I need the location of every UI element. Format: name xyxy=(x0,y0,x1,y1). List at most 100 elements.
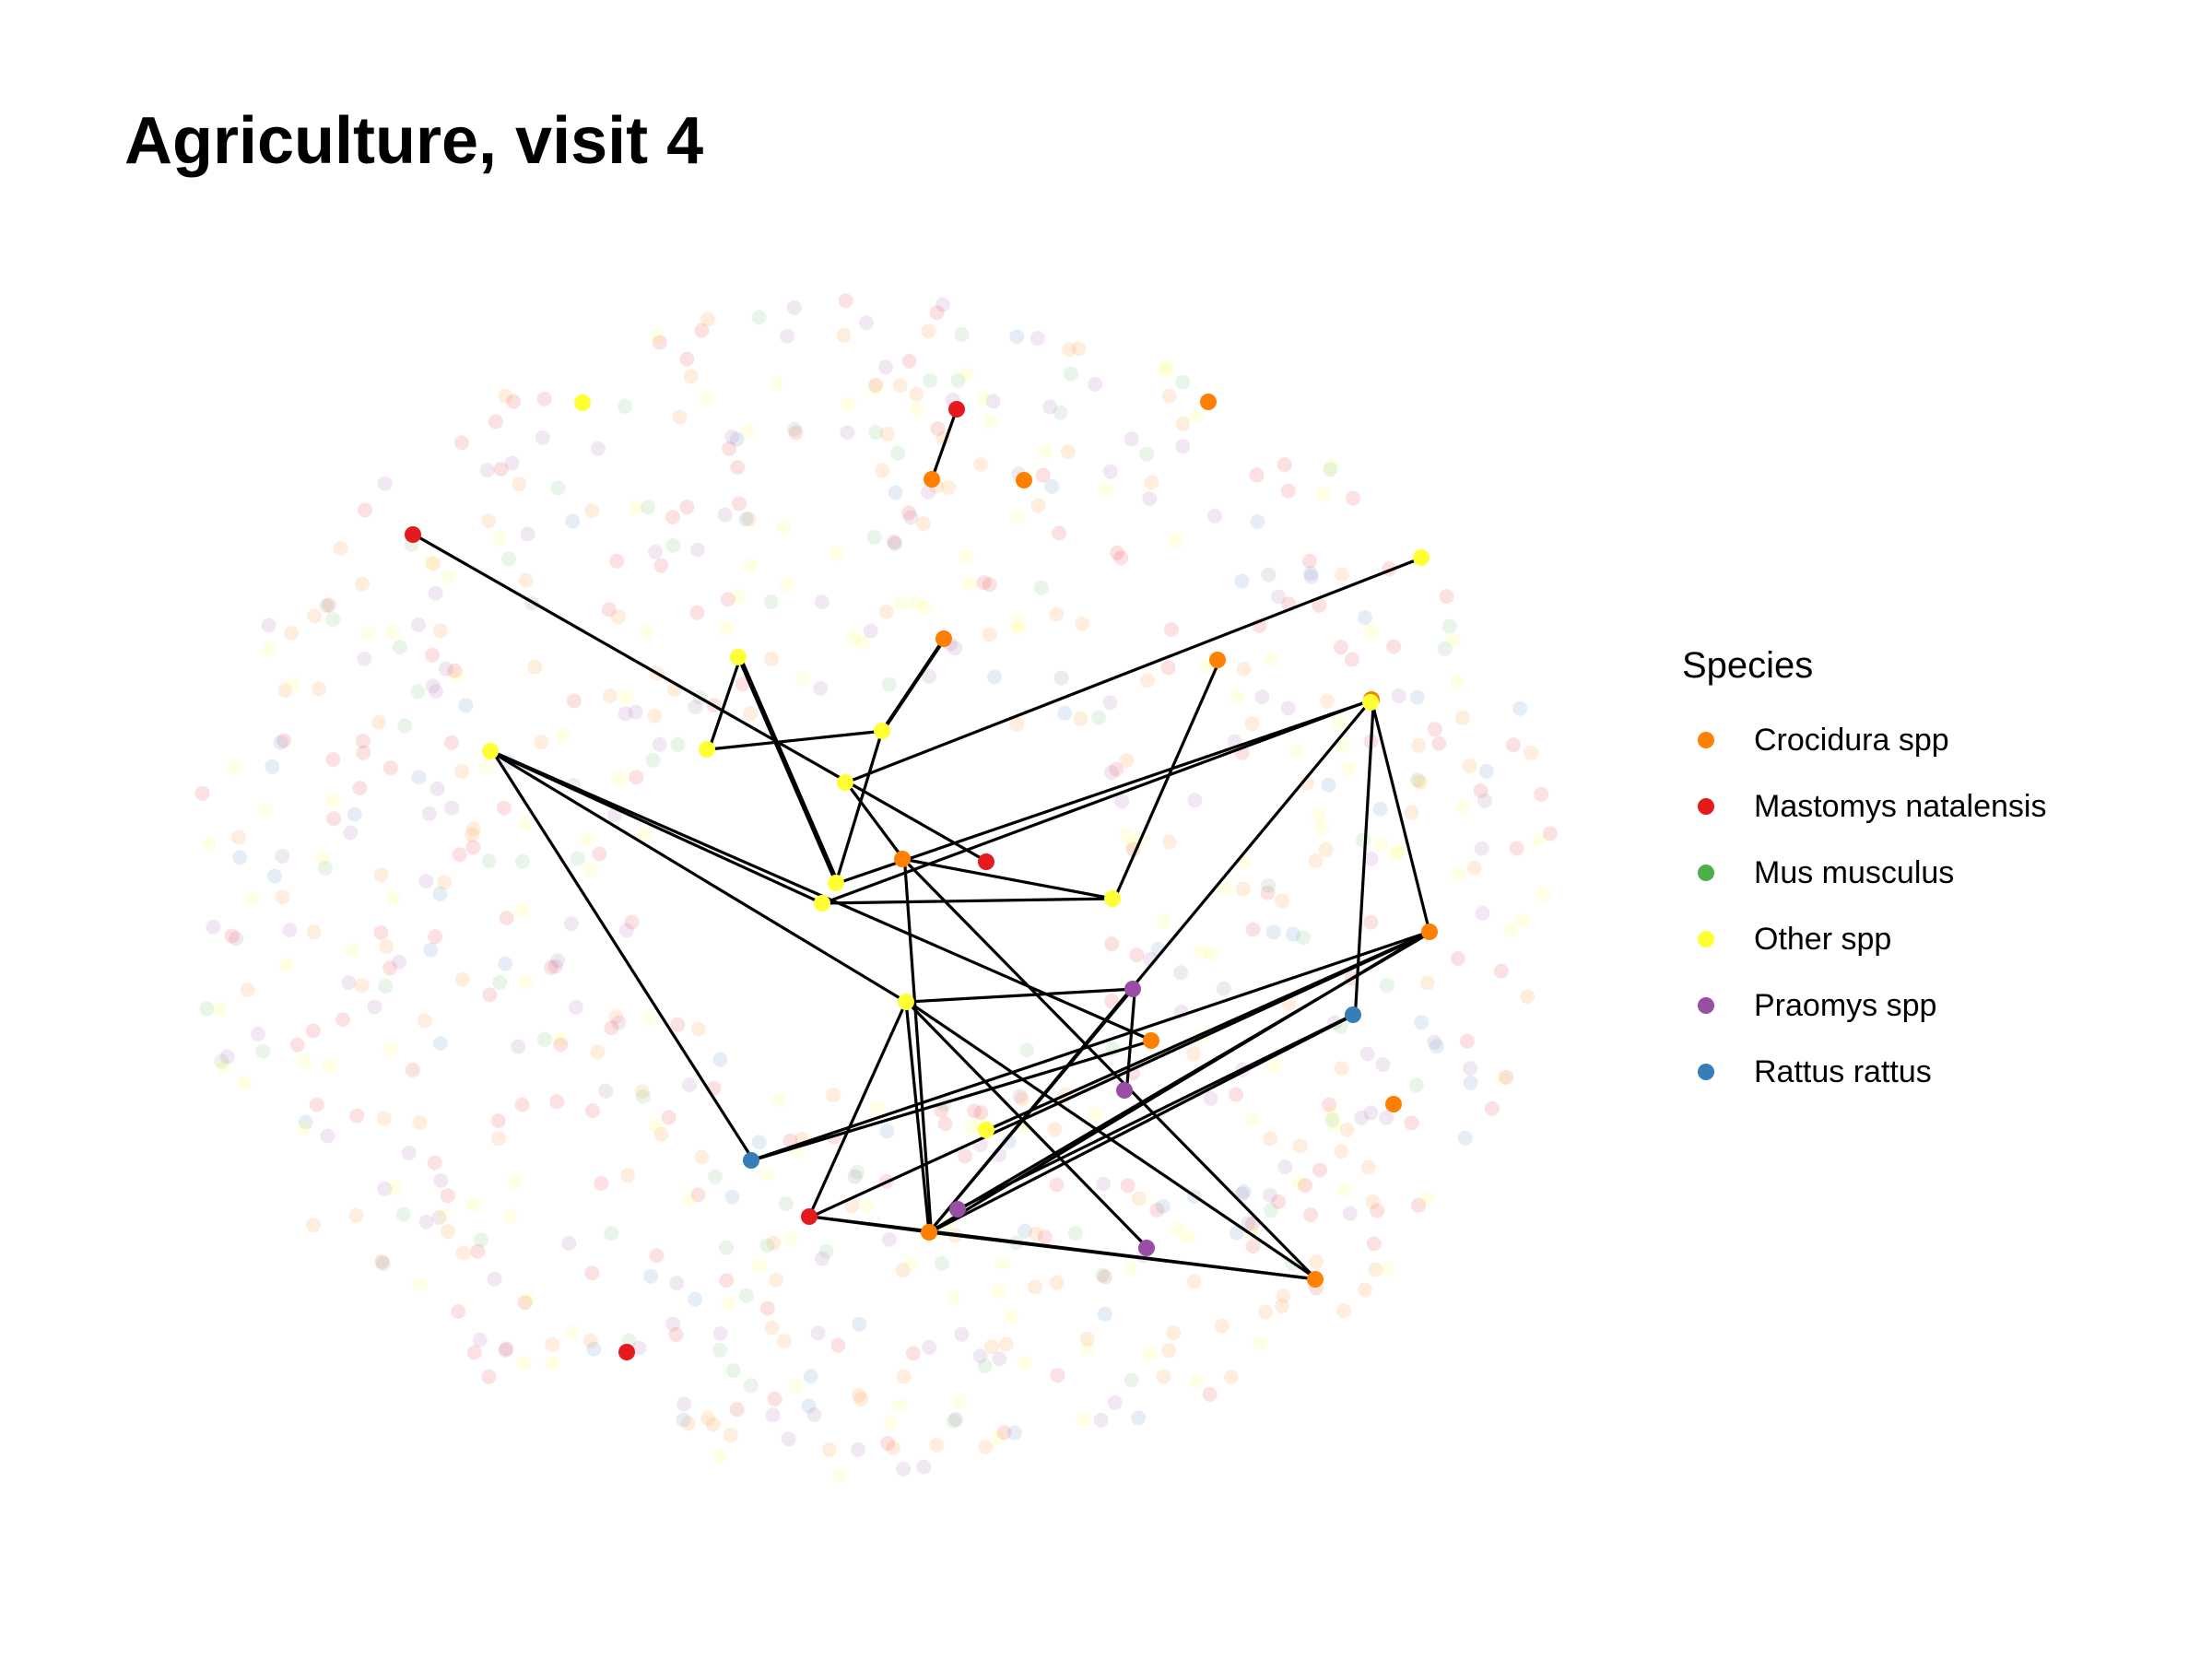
background-node xyxy=(431,1210,447,1225)
background-node xyxy=(866,529,882,545)
background-node xyxy=(1311,807,1326,823)
edge xyxy=(845,556,1423,784)
background-node xyxy=(326,811,342,827)
background-node xyxy=(982,414,998,429)
background-node xyxy=(1404,805,1419,820)
background-node xyxy=(1365,1194,1381,1209)
background-node xyxy=(520,526,535,542)
background-node xyxy=(821,1442,837,1457)
background-node xyxy=(1047,1122,1063,1137)
background-node xyxy=(418,1214,434,1230)
background-node xyxy=(498,1343,513,1359)
background-node xyxy=(619,923,634,938)
background-node xyxy=(1049,606,1065,622)
background-node xyxy=(766,1235,782,1251)
background-node xyxy=(352,781,368,795)
background-node xyxy=(432,1036,448,1051)
background-node xyxy=(670,736,686,752)
background-node xyxy=(863,623,878,639)
background-node xyxy=(611,1015,627,1030)
background-node xyxy=(1006,1425,1022,1441)
background-node xyxy=(1379,1110,1394,1125)
background-node xyxy=(1057,705,1073,721)
background-node xyxy=(838,293,853,309)
background-node xyxy=(306,924,322,940)
background-node xyxy=(1303,566,1319,582)
background-node xyxy=(511,1039,526,1054)
edge xyxy=(807,1001,908,1218)
background-node xyxy=(624,914,640,930)
background-node xyxy=(836,327,852,343)
background-node xyxy=(565,513,581,529)
background-node xyxy=(289,1037,305,1053)
background-node xyxy=(1473,783,1488,798)
background-node xyxy=(1229,1225,1244,1241)
background-node xyxy=(846,630,862,646)
background-node xyxy=(1509,841,1524,856)
edge xyxy=(902,857,1318,1281)
edge xyxy=(811,1215,1318,1281)
background-node xyxy=(909,386,924,402)
background-node xyxy=(451,1304,466,1319)
background-node xyxy=(855,634,870,650)
node-n17 xyxy=(894,851,911,867)
background-node xyxy=(1277,457,1292,473)
background-node xyxy=(1451,951,1466,966)
background-node xyxy=(1409,689,1425,705)
background-node xyxy=(1075,616,1090,631)
background-node xyxy=(922,1339,937,1355)
background-node xyxy=(935,297,951,312)
background-node xyxy=(1244,716,1260,732)
background-node xyxy=(806,1407,822,1422)
background-node xyxy=(648,544,664,559)
background-node xyxy=(278,958,294,973)
background-node xyxy=(297,1120,312,1135)
legend-label: Crocidura spp xyxy=(1754,722,1949,758)
background-node xyxy=(991,1283,1006,1299)
background-node xyxy=(729,431,745,447)
background-node xyxy=(699,391,713,406)
background-node xyxy=(868,425,884,441)
background-node xyxy=(612,771,628,786)
background-node xyxy=(1037,1230,1053,1245)
background-node xyxy=(273,735,288,750)
background-node xyxy=(1142,491,1158,507)
background-node xyxy=(941,480,956,495)
background-node xyxy=(1258,1304,1274,1320)
background-node xyxy=(441,1224,455,1240)
background-node xyxy=(814,594,830,610)
background-node xyxy=(1095,1267,1110,1283)
background-node xyxy=(881,677,897,692)
background-node xyxy=(665,537,681,553)
background-node xyxy=(665,1316,681,1332)
background-node xyxy=(1017,1355,1032,1371)
background-node xyxy=(584,503,600,519)
node-n30 xyxy=(743,1152,759,1169)
background-node xyxy=(1012,1088,1028,1104)
background-node xyxy=(669,1276,685,1291)
background-node xyxy=(1335,738,1350,754)
background-node xyxy=(565,1324,581,1340)
node-n13 xyxy=(699,741,715,758)
background-node xyxy=(490,1113,506,1129)
background-node xyxy=(1001,1134,1017,1149)
background-node xyxy=(604,1226,619,1241)
background-node xyxy=(1091,710,1107,725)
background-node xyxy=(1366,1236,1382,1252)
node-n20 xyxy=(1362,694,1379,711)
background-node xyxy=(1360,1159,1376,1175)
background-node xyxy=(371,714,386,730)
legend-swatch xyxy=(1698,865,1714,881)
background-node xyxy=(649,1248,665,1264)
background-node xyxy=(373,867,389,883)
background-node xyxy=(1455,799,1471,815)
background-node xyxy=(1286,926,1301,942)
edge xyxy=(1353,699,1375,1016)
background-node xyxy=(712,1449,727,1464)
background-node xyxy=(276,733,291,748)
background-node xyxy=(967,1103,982,1119)
background-node xyxy=(879,426,895,441)
background-node xyxy=(1009,329,1025,345)
legend-label: Praomys spp xyxy=(1754,987,1937,1023)
background-node xyxy=(553,1037,569,1053)
